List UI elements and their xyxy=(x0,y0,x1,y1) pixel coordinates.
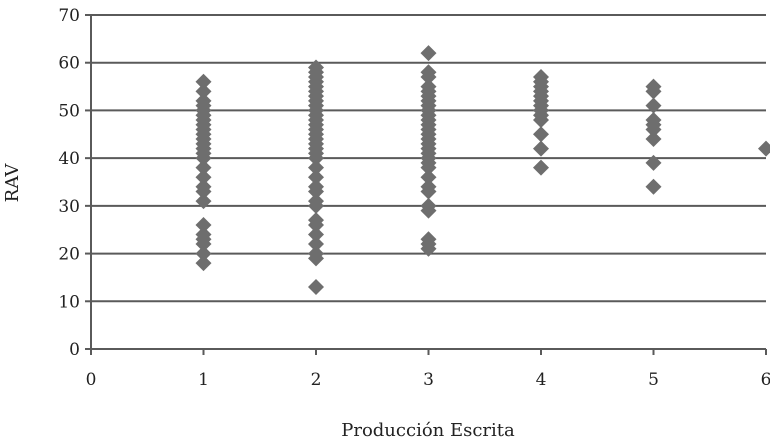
x-tick-label: 3 xyxy=(423,370,434,390)
data-point xyxy=(645,97,662,114)
data-point xyxy=(308,59,324,76)
data-point xyxy=(308,245,324,262)
y-tick-label: 60 xyxy=(58,54,80,74)
y-tick-label: 30 xyxy=(58,197,80,217)
y-tick-label: 10 xyxy=(58,292,80,312)
y-tick-label: 50 xyxy=(58,101,80,121)
data-point xyxy=(420,45,437,62)
data-points xyxy=(195,45,770,295)
data-point xyxy=(195,193,212,210)
data-point xyxy=(195,83,212,100)
data-point xyxy=(308,278,324,295)
data-point xyxy=(533,69,549,86)
data-point xyxy=(420,178,437,195)
x-tick-label: 4 xyxy=(536,370,547,390)
data-point xyxy=(533,140,549,157)
data-point xyxy=(308,159,324,176)
data-point xyxy=(195,178,212,195)
data-point xyxy=(195,245,212,262)
data-point xyxy=(308,236,324,253)
data-point xyxy=(533,126,549,143)
data-point xyxy=(420,231,437,248)
y-tick-label: 40 xyxy=(58,149,80,169)
x-tick-labels: 0 1 2 3 4 5 6 xyxy=(86,370,770,390)
x-tick-label: 6 xyxy=(761,370,770,390)
data-point xyxy=(645,78,662,95)
data-point xyxy=(308,226,324,243)
data-point xyxy=(420,78,437,95)
data-point xyxy=(308,193,324,210)
data-point xyxy=(308,169,324,186)
x-tick-label: 5 xyxy=(648,370,659,390)
data-point xyxy=(758,140,770,157)
x-axis-title: Producción Escrita xyxy=(341,420,515,441)
data-point xyxy=(308,212,324,229)
data-point xyxy=(645,131,662,148)
x-tick-label: 0 xyxy=(86,370,97,390)
data-point xyxy=(645,154,662,171)
data-point xyxy=(308,178,324,195)
y-tick-label: 20 xyxy=(58,245,80,265)
y-axis-title: RAV xyxy=(2,163,23,203)
axes xyxy=(85,14,767,355)
data-point xyxy=(533,159,549,176)
data-point xyxy=(195,169,212,186)
x-tick-label: 2 xyxy=(311,370,322,390)
y-tick-label: 0 xyxy=(69,340,80,360)
y-tick-label: 70 xyxy=(58,6,80,26)
data-point xyxy=(195,73,212,90)
data-point xyxy=(195,226,212,243)
data-point xyxy=(195,255,212,272)
data-point xyxy=(195,159,212,176)
x-tick-label: 1 xyxy=(198,370,209,390)
data-point xyxy=(420,197,437,214)
data-point xyxy=(645,178,662,195)
data-point xyxy=(420,64,437,81)
data-point xyxy=(420,169,437,186)
y-tick-labels: 0 10 20 30 40 50 60 70 xyxy=(58,6,80,360)
data-point xyxy=(195,216,212,233)
data-point xyxy=(195,92,212,109)
data-point xyxy=(645,111,662,128)
